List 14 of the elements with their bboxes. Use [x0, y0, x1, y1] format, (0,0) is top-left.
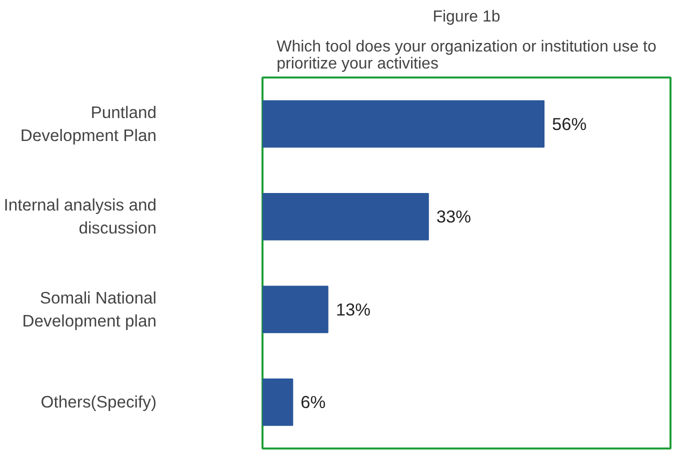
bar: [262, 100, 545, 148]
bar: [262, 286, 328, 334]
y-tick-label: Internal analysis and discussion: [4, 196, 157, 238]
chart-title: Figure 1b: [432, 8, 500, 26]
data-label: 56%: [552, 114, 587, 134]
bar: [262, 378, 294, 426]
bar: [262, 192, 429, 240]
data-label: 33%: [436, 206, 472, 227]
data-label: 13%: [336, 299, 371, 320]
y-tick-label: Others(Specify): [40, 392, 157, 412]
y-tick-label: Puntland Development Plan: [20, 102, 157, 145]
data-label: 6%: [300, 392, 326, 412]
chart-subtitle: Which tool does your organization or institution use to prioritize your activities: [276, 38, 656, 72]
y-tick-label: Somali National Development plan: [22, 288, 157, 330]
